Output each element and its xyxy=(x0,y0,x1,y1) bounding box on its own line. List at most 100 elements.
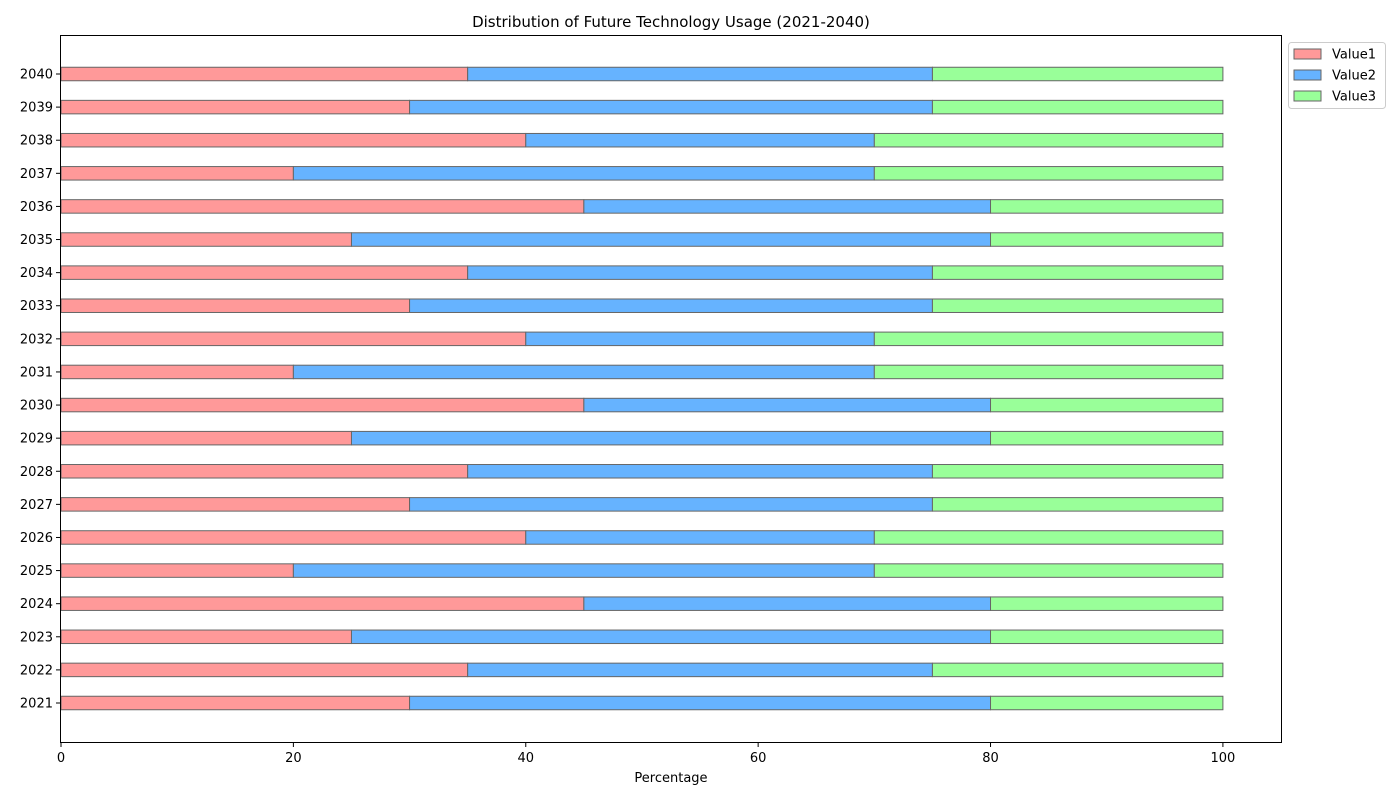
bar-value3-2026 xyxy=(873,530,1224,545)
bar-value2-2026 xyxy=(525,530,875,545)
chart-title: Distribution of Future Technology Usage … xyxy=(472,13,870,31)
bar-value1-2033 xyxy=(60,298,411,313)
legend-label-value3: Value3 xyxy=(1332,90,1376,105)
y-tick-label: 2035 xyxy=(20,233,53,248)
x-tick-label: 80 xyxy=(982,751,999,766)
bar-value1-2034 xyxy=(60,265,469,280)
legend: Value1 Value2 Value3 xyxy=(1288,42,1386,109)
plot-frame xyxy=(60,35,1282,743)
y-tick-label: 2024 xyxy=(20,597,53,612)
bar-value1-2035 xyxy=(60,232,352,247)
bar-value2-2022 xyxy=(467,662,933,678)
bar-value2-2023 xyxy=(350,629,992,645)
bar-value3-2021 xyxy=(990,695,1224,711)
bar-value2-2032 xyxy=(525,331,875,347)
bar-value1-2029 xyxy=(60,430,352,446)
bar-value2-2030 xyxy=(583,397,992,413)
y-tick-label: 2022 xyxy=(20,663,53,678)
y-tick-label: 2028 xyxy=(20,465,53,480)
bar-value2-2027 xyxy=(409,497,933,512)
bar-value1-2037 xyxy=(60,166,294,181)
bar-value3-2023 xyxy=(990,629,1224,645)
bars-layer xyxy=(60,66,1224,711)
bar-value3-2037 xyxy=(873,166,1224,181)
bar-value1-2024 xyxy=(60,596,585,611)
bar-value3-2035 xyxy=(990,232,1224,247)
bar-value1-2040 xyxy=(60,66,469,82)
y-tick-label: 2033 xyxy=(20,299,53,314)
bar-value1-2023 xyxy=(60,629,352,645)
bar-value1-2038 xyxy=(60,132,527,148)
y-tick-label: 2036 xyxy=(20,200,53,215)
bar-value3-2031 xyxy=(873,364,1224,380)
bar-value2-2036 xyxy=(583,199,992,214)
bar-value3-2034 xyxy=(931,265,1224,280)
bar-value2-2037 xyxy=(292,166,875,181)
bar-value1-2022 xyxy=(60,662,469,678)
bar-value1-2031 xyxy=(60,364,294,380)
bar-value3-2036 xyxy=(990,199,1224,214)
legend-swatch-value2 xyxy=(1293,69,1322,81)
bar-value1-2026 xyxy=(60,530,527,545)
bar-value3-2033 xyxy=(931,298,1224,313)
y-tick-label: 2034 xyxy=(20,266,53,281)
bar-value3-2029 xyxy=(990,430,1224,446)
bar-value2-2025 xyxy=(292,563,875,578)
y-tick-label: 2031 xyxy=(20,365,53,380)
bar-value3-2027 xyxy=(931,497,1224,512)
bar-value2-2028 xyxy=(467,464,933,479)
bar-value1-2027 xyxy=(60,497,411,512)
bar-value1-2028 xyxy=(60,464,469,479)
bar-value3-2038 xyxy=(873,132,1224,148)
bar-value2-2024 xyxy=(583,596,992,611)
bar-value1-2032 xyxy=(60,331,527,347)
bar-value2-2029 xyxy=(350,430,992,446)
y-tick-label: 2025 xyxy=(20,564,53,579)
x-tick-label: 20 xyxy=(285,751,302,766)
bar-value1-2030 xyxy=(60,397,585,413)
bar-value2-2034 xyxy=(467,265,933,280)
bar-value2-2039 xyxy=(409,99,933,115)
x-tick-label: 0 xyxy=(57,751,65,766)
bar-value2-2035 xyxy=(350,232,992,247)
bar-value2-2031 xyxy=(292,364,875,380)
bar-value1-2021 xyxy=(60,695,411,711)
y-tick-label: 2038 xyxy=(20,134,53,149)
y-tick-label: 2030 xyxy=(20,399,53,414)
legend-label-value1: Value1 xyxy=(1332,48,1376,63)
y-tick-label: 2021 xyxy=(20,697,53,712)
x-tick-label: 60 xyxy=(750,751,767,766)
bar-value2-2040 xyxy=(467,66,933,82)
bar-value3-2032 xyxy=(873,331,1224,347)
bar-value1-2036 xyxy=(60,199,585,214)
y-tick-label: 2023 xyxy=(20,630,53,645)
y-axis: 2021 2022 2023 2024 2025 2026 2027 2028 2029 2030… xyxy=(20,68,61,712)
x-axis-label: Percentage xyxy=(634,771,707,786)
y-tick-label: 2039 xyxy=(20,101,53,116)
bar-value2-2033 xyxy=(409,298,933,313)
y-tick-label: 2029 xyxy=(20,432,53,447)
y-tick-label: 2037 xyxy=(20,167,53,182)
bar-value2-2038 xyxy=(525,132,875,148)
x-tick-label: 100 xyxy=(1210,751,1235,766)
bar-value2-2021 xyxy=(409,695,992,711)
y-tick-label: 2027 xyxy=(20,498,53,513)
x-tick-label: 40 xyxy=(517,751,534,766)
bar-value3-2030 xyxy=(990,397,1224,413)
bar-value3-2025 xyxy=(873,563,1224,578)
bar-value3-2040 xyxy=(931,66,1224,82)
legend-label-value2: Value2 xyxy=(1332,69,1376,84)
y-tick-label: 2040 xyxy=(20,68,53,83)
y-tick-label: 2026 xyxy=(20,531,53,546)
bar-value3-2024 xyxy=(990,596,1224,611)
bar-value3-2022 xyxy=(931,662,1224,678)
x-axis: 0 20 40 60 80 100 xyxy=(57,742,1235,766)
y-tick-label: 2032 xyxy=(20,332,53,347)
legend-swatch-value3 xyxy=(1293,90,1322,102)
bar-value1-2025 xyxy=(60,563,294,578)
bar-value3-2039 xyxy=(931,99,1224,115)
legend-swatch-value1 xyxy=(1293,48,1322,60)
bar-value3-2028 xyxy=(931,464,1224,479)
